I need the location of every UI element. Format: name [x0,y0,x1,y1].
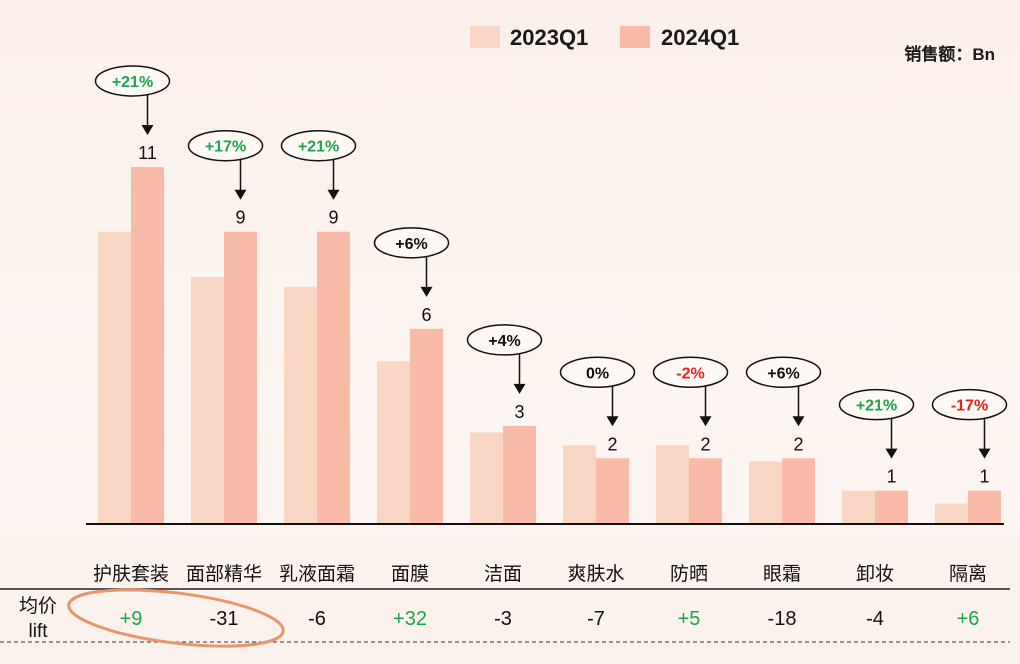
bar-2024q1-7 [782,458,815,523]
value-label-5: 2 [607,434,617,454]
growth-bubble-6 [652,356,729,389]
legend-label-2023q1: 2023Q1 [510,25,588,50]
price-lift-5: -7 [587,608,605,630]
growth-label-2: +21% [298,139,339,156]
category-label-6: 防晒 [670,563,708,585]
value-label-7: 2 [793,434,803,454]
labels-group: 11+21%护肤套装+99+17%面部精华-319+21%乳液面霜-66+6%面… [93,65,1008,630]
bar-2024q1-5 [596,458,629,523]
growth-label-8: +21% [856,398,897,415]
growth-bubble-8 [838,388,915,421]
category-label-7: 眼霜 [763,564,801,585]
price-lift-4: -3 [494,608,512,630]
legend-swatch-2023q1 [470,26,500,48]
value-label-3: 6 [421,305,431,325]
bar-2024q1-4 [503,425,536,523]
bars-group [98,167,1001,523]
growth-bubble-3 [373,227,450,259]
bar-2023q1-6 [656,445,689,523]
value-label-2: 9 [328,208,338,228]
growth-label-4: +4% [488,333,520,350]
bar-2023q1-1 [191,277,224,523]
value-label-1: 9 [235,208,245,228]
category-label-1: 面部精华 [186,563,262,585]
value-label-4: 3 [514,402,524,422]
lift-header-line2: lift [29,621,49,642]
bar-2023q1-8 [842,490,875,523]
bar-2023q1-4 [470,432,503,523]
growth-arrowhead-3 [420,286,433,297]
category-label-4: 洁面 [484,563,522,585]
growth-arrowhead-8 [885,448,898,459]
price-lift-7: -18 [768,608,797,630]
value-label-0: 11 [138,143,157,163]
bar-2024q1-8 [875,490,908,523]
bar-2024q1-3 [410,328,443,523]
growth-bubble-9 [931,388,1008,421]
bar-2023q1-5 [563,445,596,523]
growth-bubble-2 [280,129,357,162]
bar-2024q1-1 [224,231,257,523]
growth-arrowhead-0 [141,125,154,135]
bar-2024q1-0 [131,167,164,523]
category-label-0: 护肤套装 [93,563,169,585]
price-lift-6: +5 [678,608,701,630]
price-lift-0: +9 [120,608,143,630]
price-lift-2: -6 [308,608,326,630]
growth-bubble-7 [745,356,822,389]
bar-2024q1-2 [317,231,350,523]
bar-2023q1-7 [749,461,782,523]
category-label-2: 乳液面霜 [279,563,355,585]
growth-label-9: -17% [951,398,988,415]
price-lift-1: -31 [210,608,239,630]
growth-arrowhead-9 [978,448,991,459]
legend-label-2024q1: 2024Q1 [661,25,739,50]
growth-bubble-4 [466,324,543,356]
category-label-5: 爽肤水 [567,563,624,585]
growth-label-6: -2% [676,365,704,382]
value-label-8: 1 [886,467,896,487]
bar-2024q1-9 [968,490,1001,523]
growth-label-3: +6% [395,236,427,253]
highlight-ellipse [67,588,285,648]
value-label-9: 1 [979,467,989,487]
growth-arrowhead-4 [513,383,526,394]
legend-swatch-2024q1 [620,26,650,48]
category-label-9: 隔离 [949,563,987,585]
growth-label-5: 0% [586,365,609,382]
growth-bubble-0 [94,65,171,97]
price-lift-9: +6 [957,608,980,630]
bar-2023q1-0 [98,231,131,523]
price-lift-8: -4 [866,608,884,630]
growth-label-7: +6% [767,365,799,382]
growth-arrowhead-6 [699,416,712,427]
growth-arrowhead-7 [792,416,805,427]
category-label-8: 卸妆 [856,563,894,585]
bar-2023q1-2 [284,286,317,523]
growth-bubble-1 [187,129,264,162]
growth-arrowhead-5 [606,416,619,427]
price-lift-3: +32 [393,608,427,630]
growth-arrowhead-2 [327,189,340,200]
growth-bubble-5 [559,356,636,389]
value-label-6: 2 [700,434,710,454]
growth-label-0: +21% [112,74,153,91]
lift-header-line1: 均价 [19,595,57,617]
growth-label-1: +17% [205,139,246,156]
growth-arrowhead-1 [234,189,247,200]
bar-2023q1-9 [935,503,968,523]
unit-label: 销售额：Bn [904,44,995,64]
bar-2023q1-3 [377,361,410,523]
category-label-3: 面膜 [391,563,429,585]
bar-2024q1-6 [689,458,722,523]
